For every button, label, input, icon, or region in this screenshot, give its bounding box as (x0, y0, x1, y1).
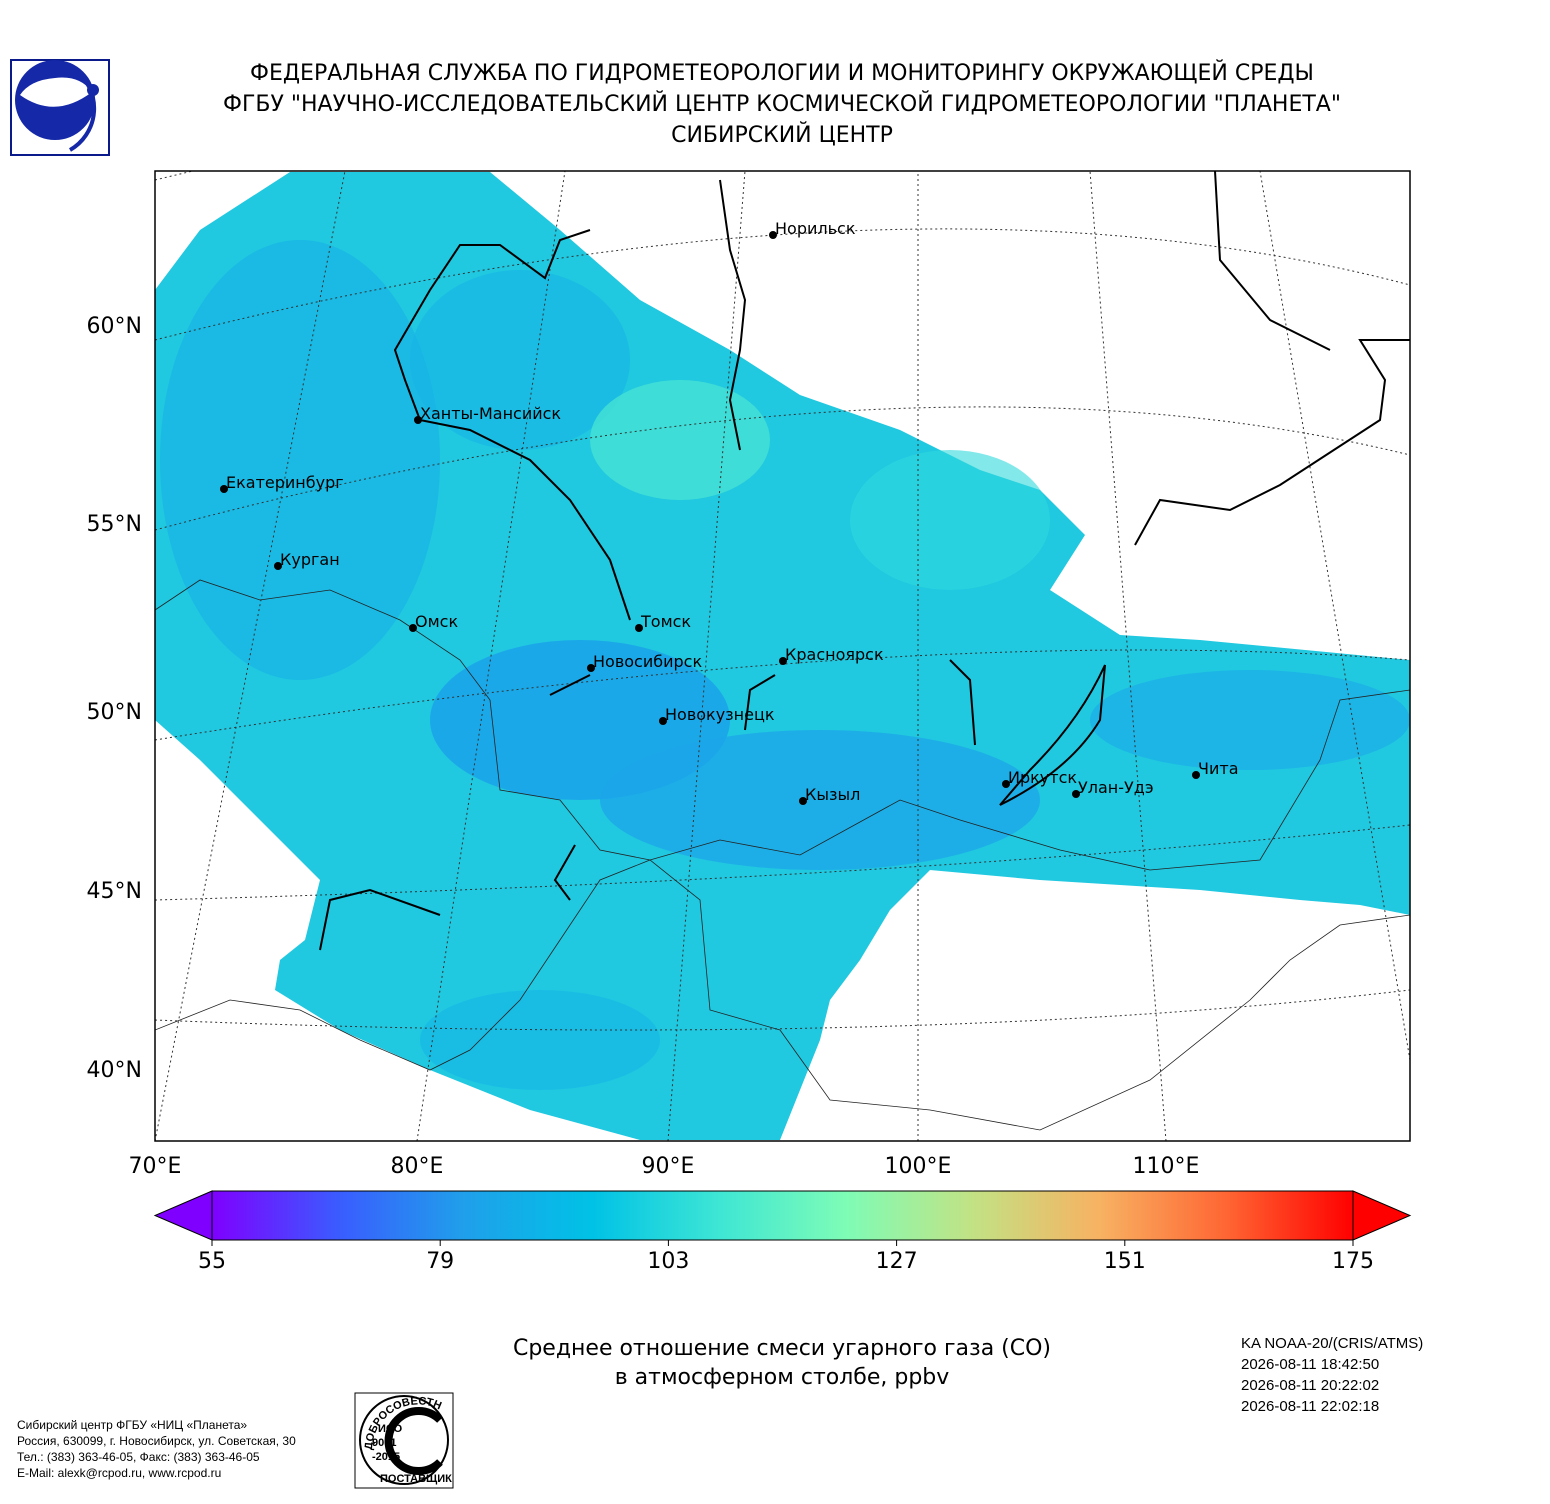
colorbar-tick-label: 79 (426, 1249, 454, 1274)
lat-label: 45°N (87, 879, 142, 904)
lon-label: 80°E (391, 1154, 444, 1179)
borders (155, 579, 1410, 1131)
lat-label: 60°N (87, 314, 142, 339)
footer-line: Россия, 630099, г. Новосибирск, ул. Сове… (17, 1434, 296, 1448)
city-dot (799, 797, 807, 805)
logo (10, 59, 110, 156)
lat-label: 55°N (87, 512, 142, 537)
city-dot (587, 664, 595, 672)
city-dot (779, 657, 787, 665)
lat-label: 40°N (87, 1058, 142, 1083)
cities: Норильск Ханты-Мансийск Екатеринбург Курган… (220, 219, 1239, 805)
satellite-line: KA NOAA-20/(CRIS/ATMS) (1241, 1335, 1423, 1352)
footer-line: E-Mail: alexk@rcpod.ru, www.rcpod.ru (17, 1466, 221, 1480)
city-label: Чита (1198, 759, 1239, 778)
lon-label: 100°E (885, 1154, 952, 1179)
colorbar-tick-label: 151 (1104, 1249, 1146, 1274)
footer-line: Тел.: (383) 363-46-05, Факс: (383) 363-4… (17, 1450, 260, 1464)
caption-line: в атмосферном столбе, ppbv (615, 1365, 950, 1390)
city-label: Екатеринбург (226, 473, 344, 492)
city-dot (409, 624, 417, 632)
city-label: Красноярск (785, 645, 884, 664)
city-label: Улан-Удэ (1078, 778, 1154, 797)
caption-line: Среднее отношение смеси угарного газа (C… (513, 1336, 1051, 1361)
rivers (319, 171, 1410, 951)
map-frame (154, 170, 1411, 1142)
colorbar-extend-low (153, 1190, 213, 1241)
city-dot (769, 231, 777, 239)
city-label: Ханты-Мансийск (420, 404, 561, 423)
badge-line: ИСО (378, 1423, 403, 1435)
graticule (155, 171, 1410, 1141)
colorbar-tick-label: 103 (647, 1249, 689, 1274)
city-label: Курган (280, 550, 340, 569)
colorbar-tick-label: 127 (876, 1249, 918, 1274)
city-dot (1002, 780, 1010, 788)
city-label: Новокузнецк (665, 705, 775, 724)
lon-label: 90°E (642, 1154, 695, 1179)
colorbar-tick-label: 175 (1332, 1249, 1374, 1274)
lon-label: 110°E (1133, 1154, 1200, 1179)
badge-bottom: ПОСТАВЩИК (380, 1473, 452, 1485)
city-label: Норильск (775, 219, 856, 238)
header-line: СИБИРСКИЙ ЦЕНТР (671, 122, 893, 148)
city-label: Иркутск (1008, 768, 1077, 787)
badge-line: -2015 (372, 1451, 400, 1463)
city-label: Омск (415, 612, 458, 631)
satellite-line: 2026-08-11 20:22:02 (1241, 1377, 1379, 1394)
city-label: Новосибирск (593, 652, 702, 671)
city-dot (414, 416, 422, 424)
city-dot (635, 624, 643, 632)
header-line: ФЕДЕРАЛЬНАЯ СЛУЖБА ПО ГИДРОМЕТЕОРОЛОГИИ … (250, 60, 1314, 86)
lat-label: 50°N (87, 700, 142, 725)
lon-label: 70°E (129, 1154, 182, 1179)
city-dot (1192, 771, 1200, 779)
city-label: Томск (640, 612, 691, 631)
city-dot (659, 717, 667, 725)
header-line: ФГБУ "НАУЧНО-ИССЛЕДОВАТЕЛЬСКИЙ ЦЕНТР КОС… (223, 91, 1341, 117)
footer-line: Сибирский центр ФГБУ «НИЦ «Планета» (17, 1418, 247, 1432)
colorbar: 55 79 103 127 151 175 (153, 1190, 1412, 1274)
colorbar-tick-label: 55 (198, 1249, 226, 1274)
satellite-line: 2026-08-11 18:42:50 (1241, 1356, 1379, 1373)
colorbar-extend-high (1352, 1190, 1412, 1241)
badge-line: 9001 (372, 1437, 396, 1449)
city-label: Кызыл (805, 785, 860, 804)
city-dot (220, 485, 228, 493)
satellite-line: 2026-08-11 22:02:18 (1241, 1398, 1379, 1415)
map-area: Норильск Ханты-Мансийск Екатеринбург Курган… (155, 171, 1410, 1141)
city-dot (274, 562, 282, 570)
colorbar-body (211, 1190, 1354, 1241)
city-dot (1072, 790, 1080, 798)
